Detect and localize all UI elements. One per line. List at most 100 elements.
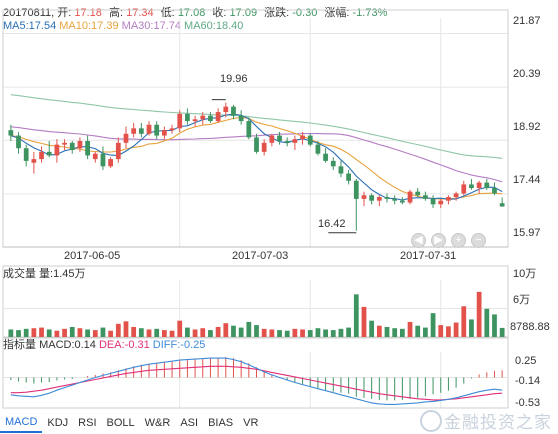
candle-body [123, 133, 129, 143]
diff-line [10, 357, 503, 405]
price-tick: 15.97 [513, 227, 541, 239]
volume-bar [138, 328, 144, 337]
ma5-label: MA5:17.54 [3, 20, 57, 32]
candle-body [323, 153, 328, 161]
change-value: -0.30 [292, 7, 318, 19]
indicator-tabs: MACD KDJ RSI BOLL W&R ASI BIAS VR [0, 411, 263, 434]
candle-body [192, 119, 198, 122]
tab-bias[interactable]: BIAS [208, 416, 234, 429]
candle-body [307, 135, 313, 145]
volume-bar [346, 327, 352, 337]
arrow-right-icon[interactable]: ▶ [431, 233, 446, 248]
ma5-line [10, 113, 503, 201]
candle-body [423, 195, 428, 199]
candle-body [92, 153, 98, 160]
volume-bar [315, 328, 321, 337]
volume-bar [8, 329, 14, 337]
volume-bar [361, 306, 367, 337]
volume-bar [146, 329, 152, 337]
candle-body [108, 159, 114, 167]
volume-bar [238, 327, 244, 337]
high-label: 高: [108, 7, 124, 19]
dea-value: DEA:-0.31 [98, 339, 150, 351]
volume-bar [407, 321, 413, 337]
volume-bar [392, 328, 398, 337]
pct-label: 涨幅: [324, 7, 350, 19]
indicator-tick: 0.25 [515, 355, 537, 367]
candle-body [284, 141, 290, 143]
candle-body [23, 148, 29, 161]
volume-bar [484, 308, 490, 337]
volume-bar [446, 326, 451, 337]
candle-body [300, 135, 305, 140]
volume-bar [476, 291, 482, 337]
tab-rsi[interactable]: RSI [78, 416, 97, 429]
ma-lines [10, 94, 503, 201]
volume-bar [284, 330, 290, 337]
volume-bar [115, 323, 121, 337]
tab-boll[interactable]: BOLL [106, 416, 135, 429]
volume-bar [353, 294, 359, 337]
candle-body [292, 139, 298, 143]
date-tick: 2017-06-05 [64, 250, 121, 262]
volume-bar [200, 328, 206, 337]
volume-legend: 成交量 量:1.45万 [3, 268, 86, 280]
candle-body [85, 141, 90, 156]
volume-bar [123, 321, 129, 337]
candle-body [476, 182, 482, 189]
volume-bar [131, 326, 137, 337]
candle-body [277, 135, 282, 142]
volume-bar [85, 329, 90, 337]
volume-bar [231, 325, 236, 337]
volume-bar [108, 330, 114, 337]
ma-legend: MA5:17.54 MA10:17.39 MA30:17.74 MA60:18.… [3, 20, 243, 32]
candle-body [346, 173, 352, 181]
volume-bar [23, 328, 29, 337]
close-label: 收: [212, 7, 227, 19]
tab-asi[interactable]: ASI [180, 416, 199, 429]
tab-wr[interactable]: W&R [144, 416, 171, 429]
volume-bar [31, 328, 37, 337]
candle-body [484, 182, 490, 189]
candle-body [8, 130, 14, 136]
volume-bar [492, 314, 497, 337]
candle-body [177, 113, 183, 129]
volume-bar [69, 326, 75, 337]
volume-bar [16, 330, 21, 337]
indicator-tick: -0.53 [515, 397, 541, 409]
tab-vr[interactable]: VR [243, 416, 259, 429]
quote-info-bar: 20170811, 开: 17.18 高: 17.34 低: 17.08 收: … [3, 4, 387, 20]
candle-body [31, 159, 37, 163]
candle-body [254, 137, 259, 152]
high-value: 17.34 [126, 7, 154, 19]
candle-body [361, 195, 367, 199]
watermark: 金融投资之家 [444, 413, 552, 432]
volume-bar [323, 329, 328, 337]
candle-body [39, 151, 44, 160]
indicator-name: 指标量 [3, 339, 36, 351]
candle-body [461, 184, 467, 194]
candle-body [169, 128, 175, 131]
candle-body [407, 191, 413, 203]
tab-macd[interactable]: MACD [0, 413, 43, 433]
ma10-line [10, 116, 503, 200]
candle-body [384, 197, 390, 199]
candle-body [446, 197, 451, 201]
volume-bar [177, 320, 183, 337]
zoom-out-icon[interactable]: − [471, 233, 486, 248]
candle-body [238, 115, 244, 122]
date-tick: 2017-07-03 [232, 250, 289, 262]
price-tick: 21.87 [513, 15, 541, 27]
volume-bar [376, 325, 382, 337]
candle-body [338, 166, 344, 174]
volume-bar [62, 328, 67, 337]
low-value: 17.08 [177, 7, 206, 19]
open-value: 17.18 [74, 7, 102, 19]
tab-kdj[interactable]: KDJ [47, 416, 69, 429]
volume-bar [169, 330, 175, 337]
candle-body [138, 128, 144, 134]
zoom-in-icon[interactable]: + [451, 233, 466, 248]
arrow-left-icon[interactable]: ◀ [411, 233, 426, 248]
ma60-label: MA60:18.40 [184, 20, 244, 32]
